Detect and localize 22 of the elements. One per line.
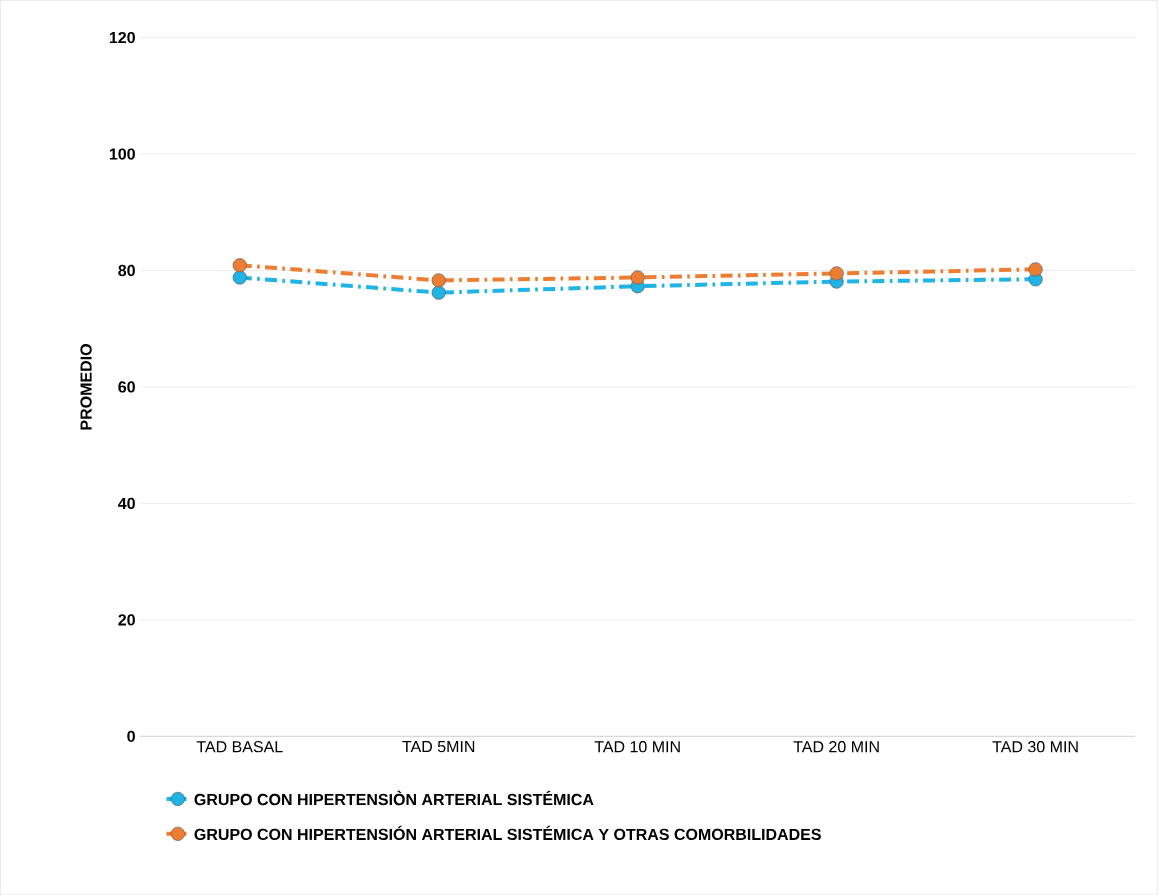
y-tick-label: 60 [118,381,135,393]
point [1028,262,1043,277]
x-tick-label: TAD 10 MIN [594,740,680,753]
y-tick-label: 80 [118,264,135,277]
point [232,258,247,273]
y-tick-label: 0 [127,730,135,742]
x-tick-label: TAD 5MIN [402,740,475,753]
point [829,266,844,281]
x-tick-label: TAD BASAL [196,740,283,753]
legend-label: GRUPO CON HIPERTENSIÒN ARTERIAL SISTÉMICA [194,790,594,806]
y-tick-label: 120 [109,31,135,44]
legend-label: GRUPO CON HIPERTENSIÓN ARTERIAL SISTÉMICA Y OTRAS COMORBILIDADES [194,825,821,840]
point [232,270,247,285]
y-tick-label: 40 [118,497,135,509]
point [431,273,446,288]
y-axis-title: PROMEDIO [80,343,92,430]
point [630,270,645,285]
x-tick-label: TAD 20 MIN [793,740,879,753]
y-tick-label: 20 [118,614,135,626]
point [431,285,446,300]
x-tick-label: TAD 30 MIN [992,740,1078,753]
y-tick-label: 100 [109,148,135,160]
